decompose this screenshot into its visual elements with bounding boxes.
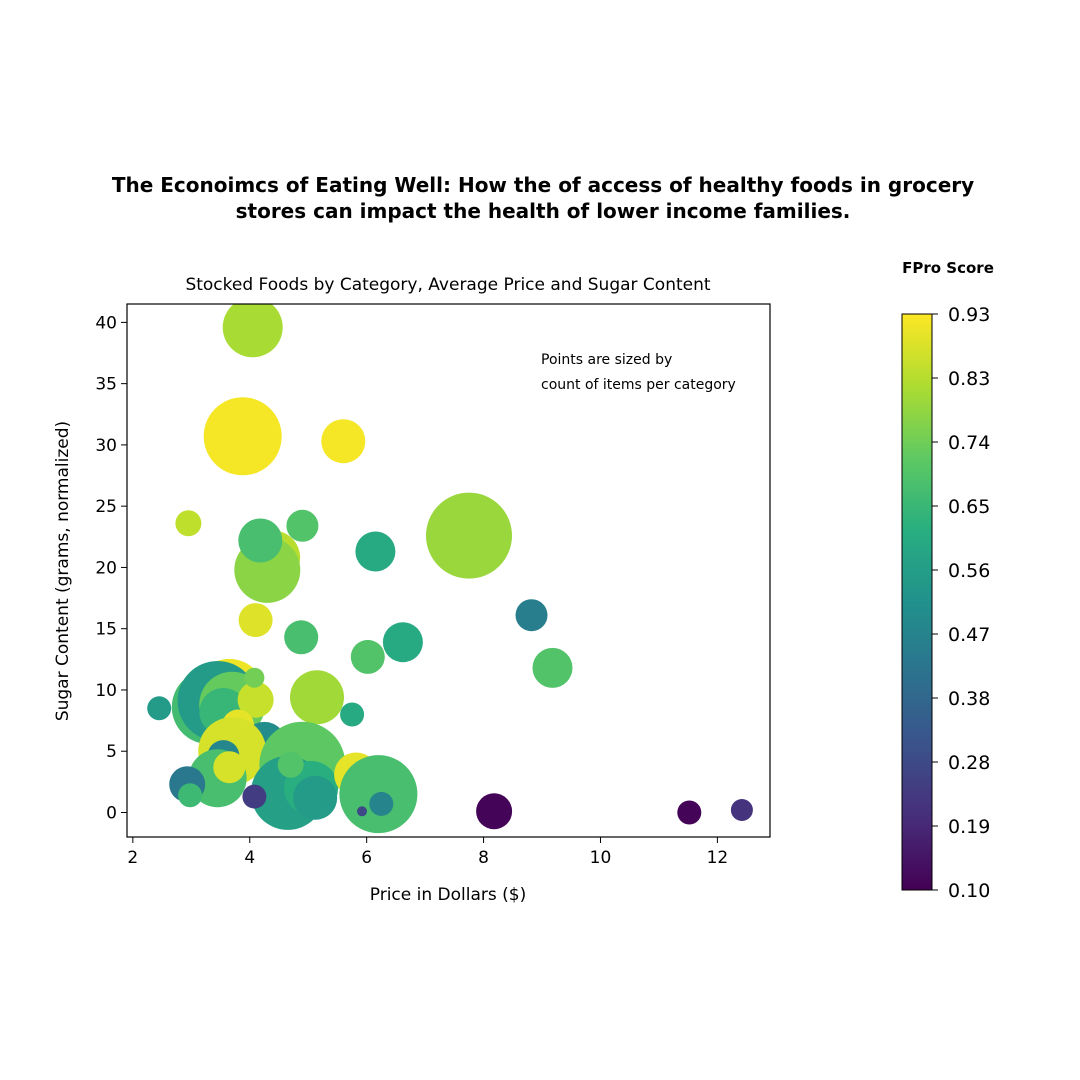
data-point-23 [237,681,274,718]
x-axis-label: Price in Dollars ($) [370,885,526,905]
colorbar-tick-label: 0.47 [948,624,990,646]
data-point-13 [284,620,319,655]
scatter-points [147,304,753,834]
data-point-47 [730,799,753,821]
colorbar-tick-label: 0.74 [948,432,990,454]
data-point-9 [238,518,283,563]
colorbar-tick-label: 0.10 [948,880,990,902]
data-point-27 [340,702,365,727]
colorbar-tick-label: 0.56 [948,560,990,582]
x-tick-label: 4 [244,848,255,868]
y-tick-label: 15 [95,620,117,640]
data-point-4 [426,492,512,579]
x-axis: 2 4 6 8 10 12 [127,837,728,868]
colorbar-tick-label: 0.65 [948,496,990,518]
data-point-45 [476,793,513,830]
figure-title-line-1: The Econoimcs of Eating Well: How the of… [111,173,975,197]
colorbar-tick-label: 0.28 [948,752,990,774]
colorbar-tick-label: 0.93 [948,304,990,326]
x-tick-label: 12 [707,848,729,868]
colorbar-tick-label: 0.38 [948,688,990,710]
y-axis-label: Sugar Content (grams, normalized) [53,421,73,721]
colorbar [901,313,933,891]
data-point-43 [369,791,394,816]
colorbar-title: FPro Score [902,259,994,277]
y-axis: 0 5 10 15 20 25 30 35 40 [95,313,127,823]
data-point-11 [238,603,273,638]
plot-frame [126,303,771,838]
data-point-46 [677,800,702,825]
data-point-2 [203,397,282,476]
data-point-12 [515,599,548,632]
data-point-10 [355,531,396,572]
y-tick-label: 35 [95,375,117,395]
data-point-25 [244,667,265,688]
y-tick-label: 40 [95,313,117,333]
x-tick-label: 6 [361,848,372,868]
y-tick-label: 10 [95,681,117,701]
data-point-42 [242,784,267,809]
data-point-6 [286,509,319,542]
y-tick-label: 0 [106,803,117,823]
y-tick-label: 30 [95,436,117,456]
colorbar-tick-label: 0.19 [948,816,990,838]
data-point-35 [277,751,304,778]
x-tick-label: 8 [478,848,489,868]
data-point-36 [213,751,246,784]
data-point-5 [175,510,202,537]
size-note-line-2: count of items per category [541,377,736,393]
data-point-18 [290,670,344,725]
figure-title: The Econoimcs of Eating Well: How the of… [0,172,1080,224]
colorbar-tick-label: 0.83 [948,368,990,390]
x-tick-label: 2 [127,848,138,868]
colorbar-ticks: 0.10 0.19 0.28 0.38 0.47 0.56 0.65 0.74 0.83 0.93 [932,304,990,902]
data-point-41 [178,783,203,808]
size-note-line-1: Points are sized by [541,352,672,368]
data-point-39 [293,775,338,820]
plot-title: Stocked Foods by Category, Average Price… [185,275,710,295]
y-tick-label: 25 [95,497,117,517]
data-point-14 [382,622,423,663]
data-point-1 [222,304,283,358]
data-point-16 [532,647,573,688]
x-tick-label: 10 [590,848,612,868]
y-tick-label: 5 [106,742,117,762]
y-tick-label: 20 [95,558,117,578]
data-point-3 [321,419,366,464]
data-point-24 [147,696,172,721]
data-point-44 [357,806,367,817]
figure-title-line-2: stores can impact the health of lower in… [235,199,851,223]
data-point-15 [350,639,385,674]
